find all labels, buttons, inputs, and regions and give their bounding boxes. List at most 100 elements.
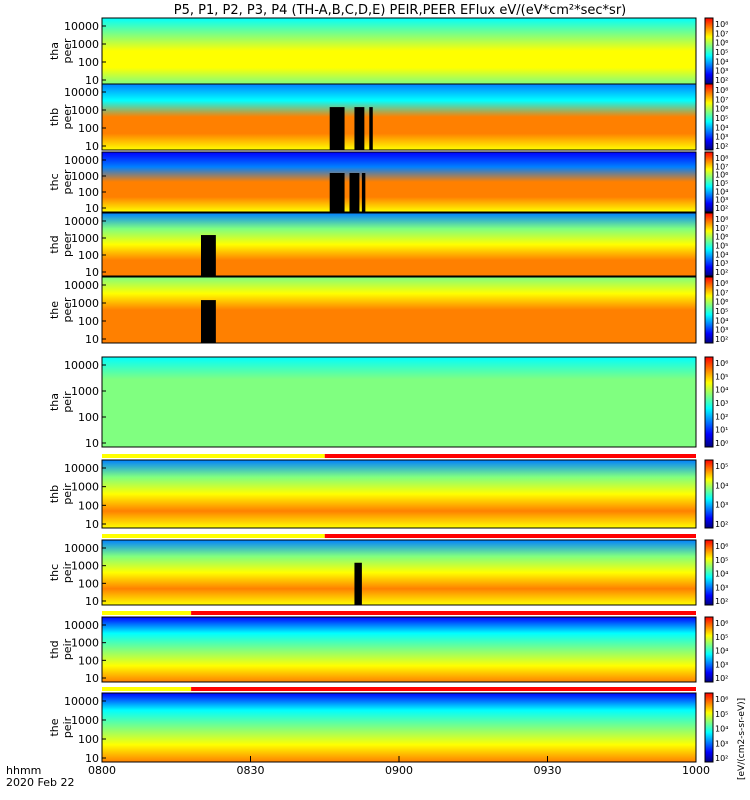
y-tick-label: 10	[85, 202, 99, 215]
y-axis-label-species: peer	[61, 169, 74, 195]
panel-frame	[101, 356, 697, 448]
x-tick-label: 0830	[237, 764, 265, 777]
y-tick-label: 1000	[71, 560, 99, 573]
y-axis-label-probe: thb	[48, 108, 61, 126]
y-tick-label: 100	[78, 577, 99, 590]
panel-frame	[101, 616, 697, 683]
colorbar-tick-label: 10²	[715, 674, 728, 683]
colorbar-tick-label: 10⁴	[715, 123, 728, 132]
colorbar-tick-label: 10⁵	[715, 179, 728, 188]
colorbar-tick-label: 10⁶	[715, 542, 728, 551]
colorbar-tick-label: 10⁵	[715, 242, 728, 251]
colorbar-tick-label: 10⁴	[715, 316, 728, 325]
colorbar-tick-label: 10⁵	[715, 462, 728, 471]
colorbar-tick-label: 10⁴	[715, 57, 728, 66]
colorbar-tick-label: 10⁴	[715, 481, 728, 490]
colorbar-tick-label: 10³	[715, 739, 728, 748]
colorbar-tick-label: 10²	[715, 142, 728, 151]
colorbar-tick-label: 10¹	[715, 426, 728, 435]
y-tick-label: 10000	[64, 86, 99, 99]
colorbar	[704, 151, 714, 213]
x-axis-label-date: 2020 Feb 22	[6, 776, 74, 789]
y-tick-label: 1000	[71, 385, 99, 398]
colorbar-tick-label: 10⁸	[715, 86, 728, 95]
y-axis-label-species: peir	[61, 483, 74, 505]
y-tick-label: 100	[78, 122, 99, 135]
colorbar-tick-label: 10⁰	[715, 439, 728, 448]
y-tick-label: 10000	[64, 279, 99, 292]
panel-frame	[101, 212, 697, 277]
colorbar-tick-label: 10⁶	[715, 695, 728, 704]
panel-frame	[101, 151, 697, 213]
mode-bar-slow	[102, 687, 192, 691]
panel-1: 10000 1000 100 10 tha peer 10⁸10⁷10⁶10⁵10⁴10³1…	[48, 17, 728, 87]
x-tick-label: 0800	[88, 764, 116, 777]
y-tick-label: 100	[78, 733, 99, 746]
y-tick-label: 10000	[64, 619, 99, 632]
x-tick-label: 0930	[534, 764, 562, 777]
panel-5: 10000 1000 100 10 the peer 10⁸10⁷10⁶10⁵10⁴10³1…	[48, 276, 728, 346]
colorbar-tick-label: 10⁸	[715, 279, 728, 288]
spectrogram-fill	[102, 277, 696, 343]
y-tick-label: 1000	[71, 714, 99, 727]
panel-frame	[101, 539, 697, 606]
data-gap-2	[354, 107, 365, 150]
colorbar-tick-label: 10²	[715, 412, 728, 421]
colorbar-tick-label: 10⁸	[715, 20, 728, 29]
y-axis-label-probe: thd	[48, 235, 61, 253]
y-axis-label-probe: thb	[48, 485, 61, 503]
colorbar-tick-label: 10⁴	[715, 725, 728, 734]
colorbar-tick-label: 10⁷	[715, 162, 728, 171]
panel-6: 10000 1000 100 10 tha peir 10⁶ 10⁵ 10⁴ 10³ 10² 10¹ 1…	[48, 356, 728, 450]
y-tick-label: 1000	[71, 104, 99, 117]
mode-bar-fast	[191, 687, 696, 691]
y-axis-label-species: peer	[61, 232, 74, 258]
y-tick-label: 100	[78, 249, 99, 262]
spectrogram-fill	[102, 617, 696, 682]
y-tick-label: 10	[85, 266, 99, 279]
data-gap-3	[369, 107, 373, 150]
mode-bar-slow	[102, 534, 325, 538]
colorbar	[704, 83, 714, 151]
y-axis-label-probe: thc	[48, 564, 61, 581]
colorbar-tick-label: 10²	[715, 754, 728, 763]
x-tick-label: 1000	[682, 764, 710, 777]
spectrogram-fill	[102, 213, 696, 276]
panel-4: 10000 1000 100 10 thd peer 10⁸10⁷10⁶10⁵10⁴10³1…	[48, 212, 728, 279]
colorbar-tick-label: 10⁵	[715, 556, 728, 565]
colorbar	[704, 356, 714, 448]
data-gap-1	[201, 300, 216, 343]
y-axis-label-species: peer	[61, 297, 74, 323]
spectrogram-fill	[102, 460, 696, 528]
y-tick-label: 1000	[71, 297, 99, 310]
y-axis-label-probe: tha	[48, 42, 61, 60]
y-tick-label: 1000	[71, 38, 99, 51]
colorbar	[704, 539, 714, 606]
panel-9: 10000 1000 100 10 thd peir 10⁶ 10⁵ 10⁴ 10³ 10²	[48, 611, 728, 685]
y-axis-label-species: peer	[61, 104, 74, 130]
y-tick-label: 10	[85, 752, 99, 765]
y-tick-label: 10	[85, 333, 99, 346]
colorbar-tick-label: 10³	[715, 133, 728, 142]
spectrogram-fill	[102, 152, 696, 212]
y-tick-label: 10000	[64, 462, 99, 475]
y-tick-label: 10000	[64, 20, 99, 33]
colorbar-tick-label: 10⁴	[715, 386, 728, 395]
colorbar-tick-label: 10³	[715, 583, 728, 592]
y-tick-label: 1000	[71, 170, 99, 183]
x-axis-label-hhmm: hhmm	[6, 764, 41, 777]
spectrogram-fill	[102, 84, 696, 150]
y-axis-label-probe: the	[48, 718, 61, 736]
y-tick-label: 10	[85, 140, 99, 153]
mode-bar-fast	[324, 534, 696, 538]
colorbar-tick-label: 10⁵	[715, 48, 728, 57]
colorbar-tick-label: 10⁵	[715, 633, 728, 642]
data-gap-1	[354, 562, 362, 605]
colorbar-tick-label: 10²	[715, 204, 728, 213]
colorbar-tick-label: 10⁴	[715, 570, 728, 579]
colorbar	[704, 276, 714, 344]
x-tick-label: 0900	[385, 764, 413, 777]
colorbar-tick-label: 10⁷	[715, 95, 728, 104]
spectrogram-fill	[102, 18, 696, 84]
